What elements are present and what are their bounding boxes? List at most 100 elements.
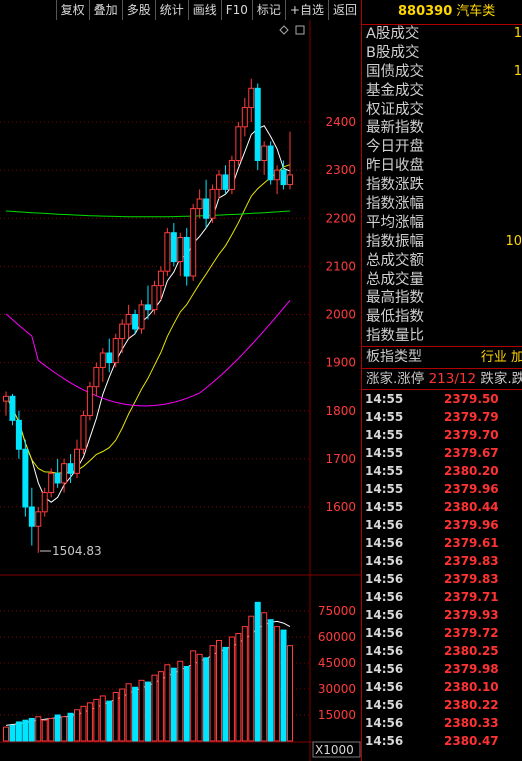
quote-panel: 880390 汽车类 A股成交 1 B股成交 国债成交 1 基金成交 权证成交 最新指数 今日开盘… [361,0,522,761]
draw-line-button[interactable]: 画线 [187,0,221,20]
statistics-button[interactable]: 统计 [154,0,188,20]
diamond-icon[interactable] [279,25,289,35]
tick-time: 14:56 [365,608,404,623]
volume-bar [164,664,171,742]
stat-row: 总成交量 [362,271,522,290]
tick-row: 14:56 2380.33 [362,714,522,732]
tick-price: 2380.44 [444,500,499,515]
tick-price: 2380.22 [444,698,499,713]
stat-row: 昨日收盘 [362,157,522,176]
tick-list[interactable]: 14:55 2379.50 14:55 2379.79 14:55 2379.70 14:5… [362,390,522,750]
panel-header: 880390 汽车类 [362,0,522,25]
ma60-line [5,300,291,407]
tick-time: 14:56 [365,680,404,695]
candle-body [22,448,29,508]
stat-row: A股成交 1 [362,25,522,44]
candle-body [248,87,255,109]
board-type-row: 板指类型 行业 加 [362,346,522,370]
board-type-value[interactable]: 行业 加 [480,350,522,366]
tick-time: 14:56 [365,662,404,677]
volume-bar [106,700,113,742]
tick-time: 14:55 [365,446,404,461]
tick-row: 14:55 2379.50 [362,390,522,408]
tick-price: 2379.61 [444,536,499,551]
add-watchlist-button[interactable]: +自选 [284,0,328,20]
kline-chart[interactable]: 2400 2300 2200 2100 2000 1900 1800 1700 1600 7500… [0,0,361,761]
mark-button[interactable]: 标记 [251,0,285,20]
volume-bar [132,686,139,742]
tick-time: 14:56 [365,572,404,587]
stats-list: A股成交 1 B股成交 国债成交 1 基金成交 权证成交 最新指数 今日开盘 昨日收盘 指数涨跌 指数… [362,25,522,346]
stat-row: 指数涨幅 [362,195,522,214]
candle-body [125,314,132,325]
tick-price: 2379.72 [444,626,499,641]
stat-label: 指数振幅 [366,233,424,250]
tick-row: 14:55 2379.70 [362,426,522,444]
tick-price: 2379.83 [444,572,499,587]
tick-price: 2380.25 [444,644,499,659]
volume-bar [54,714,61,742]
tick-row: 14:56 2380.25 [362,642,522,660]
tick-time: 14:55 [365,410,404,425]
tick-row: 14:56 2379.83 [362,570,522,588]
volume-bar [86,702,93,742]
price-tick-label: 1800 [325,404,356,418]
board-type-label: 板指类型 [366,349,422,366]
stat-label: 最新指数 [366,120,424,137]
volume-bar [48,717,55,742]
volume-unit-box [312,741,361,758]
volume-bar [254,601,261,742]
candle-body [280,169,287,186]
candle-body [177,237,184,263]
volume-bar [287,645,293,742]
f10-button[interactable]: F10 [220,0,252,20]
candle-body [183,237,190,277]
volume-unit-label: X1000 [315,743,354,757]
candlesticks [3,78,293,553]
volume-bar [3,726,9,742]
stat-row: 今日开盘 [362,138,522,157]
volume-bar [145,681,151,742]
volume-bar [93,698,100,742]
tick-row: 14:55 2379.67 [362,444,522,462]
volume-bar [248,615,255,742]
volume-bar [9,724,16,742]
stat-label: 指数量比 [366,328,424,345]
tick-time: 14:56 [365,644,404,659]
stat-row: 平均涨幅 [362,214,522,233]
multi-stock-button[interactable]: 多股 [121,0,155,20]
volume-tick-label: 15000 [318,708,356,722]
candle-body [235,126,242,161]
candle-body [99,352,106,368]
tick-time: 14:56 [365,590,404,605]
tick-price: 2379.96 [444,518,499,533]
tick-row: 14:56 2380.47 [362,732,522,750]
tick-time: 14:56 [365,716,404,731]
volume-bar [267,619,274,742]
price-tick-label: 2400 [325,115,356,129]
restore-rights-button[interactable]: 复权 [55,0,89,20]
ma120-line [5,210,291,218]
window-square-icon[interactable] [295,25,305,35]
stat-row: 基金成交 [362,82,522,101]
stat-label: 今日开盘 [366,139,424,156]
tick-time: 14:56 [365,626,404,641]
candle-body [54,472,61,484]
tick-time: 14:56 [365,518,404,533]
stat-label: 最高指数 [366,290,424,307]
overlay-button[interactable]: 叠加 [88,0,122,20]
candle-body [119,323,126,340]
stat-row: 指数涨跌 [362,176,522,195]
stat-row: 最新指数 [362,119,522,138]
tick-time: 14:56 [365,554,404,569]
tick-time: 14:55 [365,482,404,497]
tick-row: 14:55 2380.44 [362,498,522,516]
candle-body [216,174,222,190]
candle-body [254,87,261,161]
back-button[interactable]: 返回 [327,0,361,20]
volume-bar [125,683,132,742]
price-tick-label: 1600 [325,500,356,514]
volume-bar [261,612,268,742]
candle-body [15,419,22,450]
candle-body [132,314,139,330]
